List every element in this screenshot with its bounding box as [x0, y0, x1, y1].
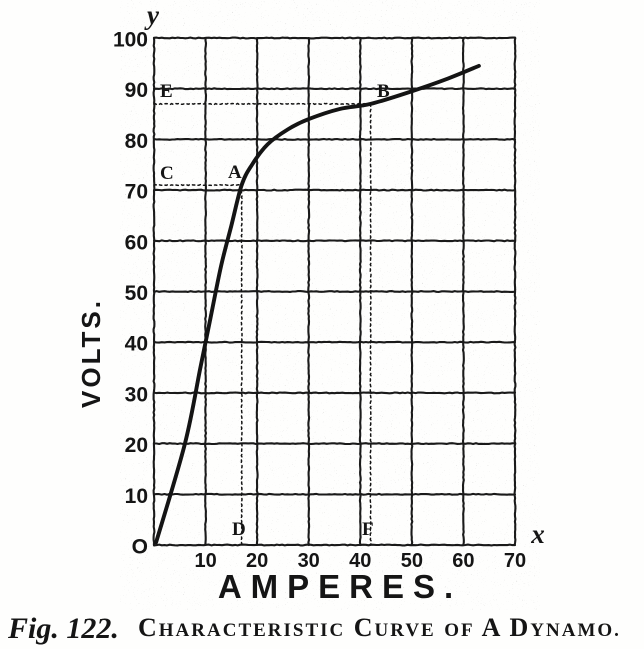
svg-text:C: C: [160, 163, 174, 184]
svg-text:E: E: [160, 81, 173, 102]
svg-text:F: F: [362, 519, 374, 540]
svg-text:VOLTS.: VOLTS.: [76, 298, 106, 408]
svg-text:B: B: [377, 81, 390, 102]
svg-text:10: 10: [194, 550, 216, 572]
svg-text:50: 50: [125, 282, 148, 305]
svg-text:10: 10: [125, 485, 148, 508]
svg-text:20: 20: [125, 434, 148, 457]
svg-text:x: x: [530, 519, 545, 549]
svg-text:y: y: [144, 0, 160, 30]
svg-text:40: 40: [125, 333, 148, 356]
svg-text:70: 70: [504, 550, 526, 572]
svg-text:100: 100: [113, 29, 148, 52]
svg-text:A: A: [228, 162, 242, 183]
svg-text:80: 80: [125, 130, 148, 153]
svg-text:O: O: [132, 536, 148, 559]
svg-text:90: 90: [125, 79, 148, 102]
svg-text:70: 70: [125, 181, 148, 204]
svg-text:AMPERES.: AMPERES.: [218, 568, 462, 605]
svg-text:D: D: [232, 519, 246, 540]
svg-text:60: 60: [125, 231, 148, 254]
svg-text:30: 30: [125, 383, 148, 406]
svg-text:Fig. 122.: Fig. 122.: [7, 612, 119, 645]
